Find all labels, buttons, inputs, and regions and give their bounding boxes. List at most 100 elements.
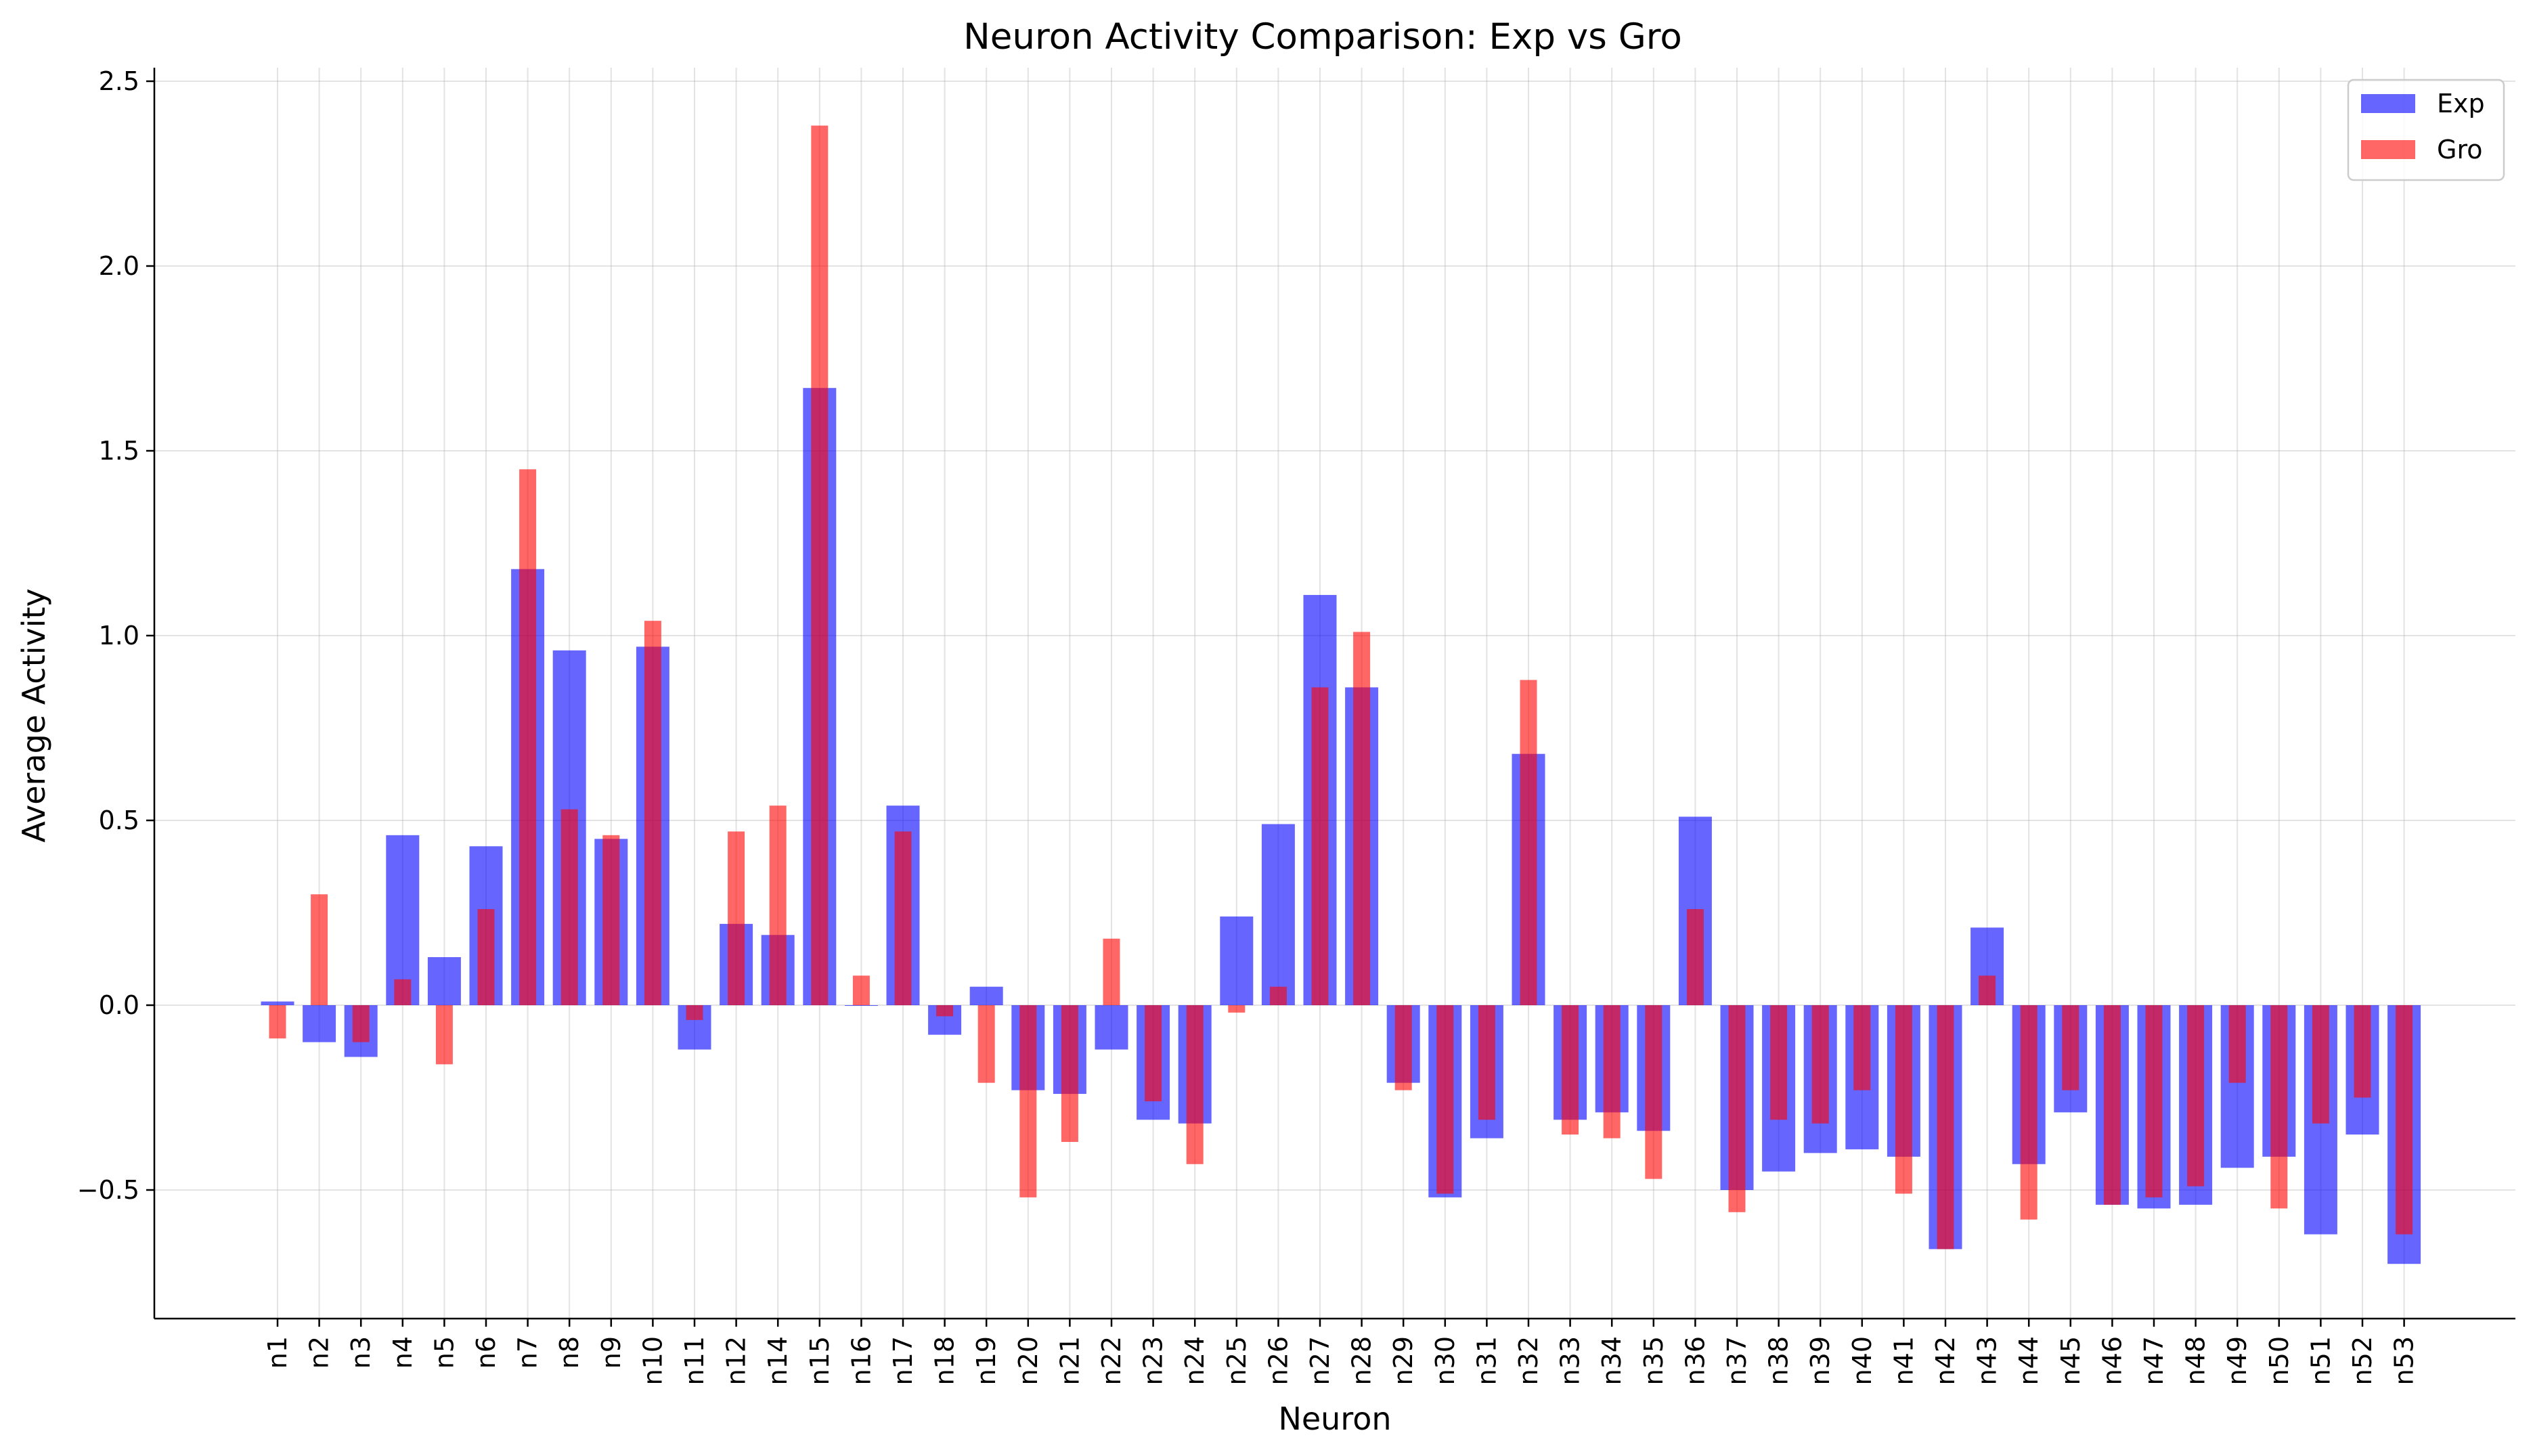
x-tick-label: n22 — [1097, 1336, 1126, 1385]
x-tick-label: n4 — [388, 1336, 418, 1369]
bar-gro-n32 — [1520, 680, 1537, 1005]
bar-gro-n5 — [435, 1005, 453, 1065]
x-tick-label: n35 — [1639, 1336, 1669, 1385]
y-tick-label: 1.5 — [99, 436, 139, 466]
x-tick-label: n21 — [1055, 1336, 1084, 1385]
x-tick-label: n52 — [2348, 1336, 2377, 1385]
bar-gro-n50 — [2270, 1005, 2288, 1209]
bar-gro-n41 — [1895, 1005, 1912, 1194]
x-tick-label: n36 — [1680, 1336, 1710, 1385]
y-tick-label: −0.5 — [77, 1175, 139, 1205]
x-tick-label: n28 — [1347, 1336, 1377, 1385]
bar-gro-n36 — [1686, 909, 1704, 1005]
bar-gro-n30 — [1436, 1005, 1454, 1194]
x-tick-label: n9 — [596, 1336, 626, 1369]
bar-gro-n6 — [477, 909, 495, 1005]
bar-gro-n37 — [1728, 1005, 1746, 1212]
x-tick-label: n49 — [2222, 1336, 2252, 1385]
x-tick-label: n27 — [1305, 1336, 1335, 1385]
bar-gro-n39 — [1811, 1005, 1829, 1124]
bar-gro-n19 — [977, 1005, 995, 1083]
bar-exp-n4 — [386, 835, 420, 1005]
x-tick-label: n39 — [1805, 1336, 1835, 1385]
bar-gro-n12 — [728, 831, 745, 1005]
x-axis-title: Neuron — [1278, 1400, 1391, 1437]
bar-gro-n11 — [686, 1005, 703, 1020]
y-tick-label: 2.0 — [99, 251, 139, 281]
y-tick-label: 1.0 — [99, 621, 139, 650]
x-tick-label: n42 — [1931, 1336, 1960, 1385]
bar-gro-n8 — [560, 809, 578, 1005]
x-tick-label: n10 — [638, 1336, 667, 1385]
x-tick-label: n15 — [805, 1336, 835, 1385]
bar-gro-n52 — [2354, 1005, 2371, 1098]
bar-exp-n19 — [969, 986, 1003, 1005]
bar-exp-n16 — [844, 1005, 878, 1006]
bar-gro-n29 — [1394, 1005, 1412, 1090]
bar-gro-n22 — [1103, 938, 1120, 1005]
bar-exp-n1 — [261, 1001, 294, 1005]
bar-gro-n44 — [2020, 1005, 2038, 1220]
x-tick-label: n44 — [2014, 1336, 2044, 1385]
bar-gro-n9 — [602, 835, 620, 1005]
x-tick-label: n50 — [2264, 1336, 2294, 1385]
x-tick-label: n16 — [846, 1336, 876, 1385]
x-tick-label: n18 — [930, 1336, 960, 1385]
x-tick-label: n1 — [263, 1336, 292, 1369]
x-tick-label: n31 — [1472, 1336, 1501, 1385]
legend-swatch-exp — [2361, 94, 2415, 113]
x-tick-label: n29 — [1388, 1336, 1418, 1385]
bar-gro-n42 — [1937, 1005, 1954, 1250]
bar-gro-n17 — [894, 831, 912, 1005]
x-tick-label: n40 — [1847, 1336, 1877, 1385]
x-tick-label: n12 — [722, 1336, 751, 1385]
bar-gro-n24 — [1186, 1005, 1204, 1164]
x-tick-label: n19 — [971, 1336, 1001, 1385]
legend-swatch-gro — [2361, 140, 2415, 159]
axes — [153, 68, 2515, 1320]
bar-exp-n22 — [1095, 1005, 1128, 1050]
bar-gro-n28 — [1353, 632, 1371, 1005]
legend-label-gro: Gro — [2437, 135, 2482, 164]
x-tick-label: n3 — [346, 1336, 376, 1369]
x-tick-label: n5 — [429, 1336, 459, 1369]
bar-gro-n18 — [936, 1005, 954, 1017]
bar-gro-n45 — [2062, 1005, 2079, 1090]
bar-gro-n23 — [1145, 1005, 1162, 1101]
x-tick-label: n11 — [680, 1336, 709, 1385]
bar-gro-n35 — [1645, 1005, 1662, 1179]
bar-gro-n20 — [1019, 1005, 1037, 1197]
bar-gro-n33 — [1562, 1005, 1579, 1135]
bar-gro-n53 — [2396, 1005, 2413, 1235]
bar-gro-n15 — [811, 125, 829, 1005]
bar-gro-n31 — [1478, 1005, 1495, 1120]
x-tick-label: n38 — [1764, 1336, 1794, 1385]
x-tick-label: n43 — [1973, 1336, 2002, 1385]
x-tick-label: n20 — [1013, 1336, 1043, 1385]
x-tick-label: n46 — [2097, 1336, 2127, 1385]
y-axis-title: Average Activity — [16, 588, 52, 843]
bar-gro-n34 — [1603, 1005, 1621, 1139]
x-tick-label: n17 — [888, 1336, 918, 1385]
bar-gro-n1 — [269, 1005, 286, 1039]
bar-gro-n38 — [1770, 1005, 1788, 1120]
x-tick-label: n48 — [2181, 1336, 2211, 1385]
bar-gro-n46 — [2103, 1005, 2121, 1205]
x-tick-label: n14 — [763, 1336, 793, 1385]
x-tick-label: n41 — [1889, 1336, 1918, 1385]
bar-exp-n25 — [1220, 916, 1254, 1005]
y-tick-label: 2.5 — [99, 66, 139, 96]
bar-gro-n2 — [311, 894, 328, 1005]
legend: Exp Gro — [2347, 79, 2505, 181]
bar-gro-n47 — [2145, 1005, 2163, 1197]
x-tick-label: n47 — [2139, 1336, 2169, 1385]
x-tick-label: n26 — [1263, 1336, 1293, 1385]
bar-gro-n26 — [1269, 986, 1287, 1005]
bar-gro-n4 — [394, 979, 412, 1005]
bar-gro-n25 — [1228, 1005, 1246, 1013]
y-tick-label: 0.0 — [99, 990, 139, 1020]
bar-gro-n14 — [769, 806, 787, 1005]
x-tick-label: n6 — [471, 1336, 501, 1369]
